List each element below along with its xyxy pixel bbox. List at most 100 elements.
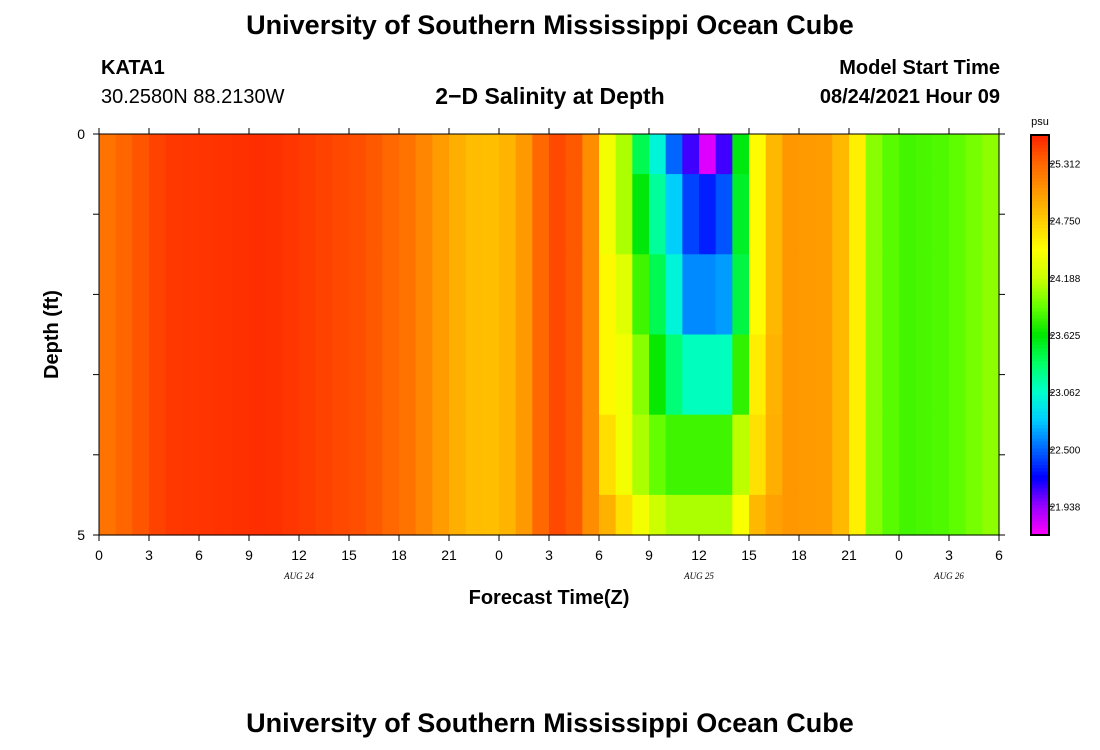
- colorbar-band: [1031, 398, 1049, 403]
- heatmap-cell: [349, 254, 367, 336]
- heatmap-cell: [549, 414, 567, 496]
- heatmap-cell: [332, 134, 350, 175]
- heatmap-cell: [465, 414, 483, 496]
- footer-title: University of Southern Mississippi Ocean…: [246, 708, 854, 738]
- colorbar-band: [1031, 315, 1049, 319]
- heatmap-cell: [615, 134, 633, 175]
- heatmap-cell: [599, 414, 617, 496]
- heatmap-cell: [299, 254, 317, 336]
- heatmap-cell: [515, 174, 533, 255]
- heatmap-cell: [382, 254, 400, 336]
- colorbar-band: [1031, 358, 1049, 363]
- colorbar-band: [1031, 385, 1049, 389]
- x-tick-label: 18: [391, 547, 407, 563]
- heatmap-cell: [182, 414, 200, 496]
- heatmap-cell: [682, 174, 700, 255]
- heatmap-cell: [215, 134, 233, 175]
- colorbar-band: [1031, 425, 1049, 429]
- heatmap-cell: [832, 414, 850, 496]
- colorbar-band: [1031, 371, 1049, 376]
- heatmap-cell: [949, 174, 967, 255]
- colorbar-band: [1031, 415, 1049, 419]
- heatmap-cell: [415, 494, 433, 536]
- heatmap-cell: [765, 254, 783, 336]
- heatmap-cell: [582, 134, 600, 175]
- heatmap-cell: [282, 494, 300, 536]
- heatmap-cell: [215, 494, 233, 536]
- heatmap-cell: [415, 254, 433, 336]
- heatmap-cell: [399, 494, 417, 536]
- heatmap-cell: [465, 134, 483, 175]
- heatmap-cell: [882, 174, 900, 255]
- heatmap-cell: [849, 174, 867, 255]
- heatmap-cell: [965, 494, 983, 536]
- colorbar-band: [1031, 438, 1049, 443]
- colorbar-band: [1031, 301, 1049, 306]
- colorbar-band: [1031, 201, 1049, 206]
- heatmap-cell: [315, 174, 333, 255]
- colorbar-band: [1031, 135, 1049, 139]
- colorbar-band: [1031, 441, 1049, 446]
- y-tick-label: 5: [77, 527, 85, 543]
- colorbar-band: [1031, 471, 1049, 476]
- colorbar-band: [1031, 281, 1049, 286]
- heatmap-cell: [632, 494, 650, 536]
- heatmap-cell: [282, 174, 300, 255]
- model-start-value: 08/24/2021 Hour 09: [819, 86, 1000, 108]
- heatmap-cell: [432, 174, 450, 255]
- heatmap-cell: [865, 134, 883, 175]
- colorbar-band: [1031, 391, 1049, 396]
- heatmap-cell: [899, 414, 917, 496]
- heatmap-cell: [349, 174, 367, 255]
- heatmap-cell: [299, 494, 317, 536]
- colorbar-band: [1031, 431, 1049, 436]
- station-coordinates: 30.2580N 88.2130W: [101, 86, 285, 108]
- heatmap-cell: [332, 254, 350, 336]
- colorbar-band: [1031, 221, 1049, 226]
- colorbar-band: [1031, 175, 1049, 179]
- heatmap-cell: [332, 174, 350, 255]
- heatmap-cell: [765, 494, 783, 536]
- heatmap-cell: [515, 414, 533, 496]
- heatmap-cell: [215, 174, 233, 255]
- heatmap-cell: [332, 414, 350, 496]
- heatmap-cell: [415, 334, 433, 416]
- colorbar-band: [1031, 305, 1049, 309]
- heatmap-cell: [199, 134, 217, 175]
- heatmap-cell: [965, 174, 983, 255]
- y-tick-label: 0: [77, 126, 85, 142]
- heatmap-cell: [565, 414, 583, 496]
- colorbar-band: [1031, 451, 1049, 456]
- heatmap-cell: [182, 174, 200, 255]
- colorbar-band: [1031, 498, 1049, 503]
- x-tick-label: 9: [645, 547, 653, 563]
- heatmap-cell: [165, 494, 183, 536]
- heatmap-cell: [799, 414, 817, 496]
- colorbar-tick-label: 23.062: [1050, 388, 1081, 399]
- heatmap-cell: [149, 414, 167, 496]
- colorbar-band: [1031, 455, 1049, 459]
- colorbar-band: [1031, 261, 1049, 266]
- heatmap-cell: [565, 134, 583, 175]
- heatmap-cell: [632, 254, 650, 336]
- heatmap-cell: [149, 134, 167, 175]
- colorbar-band: [1031, 465, 1049, 469]
- colorbar-band: [1031, 215, 1049, 219]
- x-tick-label: 15: [741, 547, 757, 563]
- heatmap-cell: [299, 414, 317, 496]
- x-tick-label: 21: [841, 547, 857, 563]
- colorbar-band: [1031, 145, 1049, 149]
- heatmap-cell: [549, 494, 567, 536]
- colorbar-band: [1031, 435, 1049, 439]
- heatmap-cell: [965, 254, 983, 336]
- heatmap-cell: [765, 174, 783, 255]
- colorbar-band: [1031, 231, 1049, 236]
- heatmap-cell: [799, 334, 817, 416]
- heatmap-cell: [232, 174, 250, 255]
- x-tick-label: 6: [195, 547, 203, 563]
- heatmap-cell: [432, 254, 450, 336]
- heatmap-cell: [715, 414, 733, 496]
- heatmap-cell: [565, 334, 583, 416]
- heatmap-cell: [232, 334, 250, 416]
- heatmap-cell: [265, 254, 283, 336]
